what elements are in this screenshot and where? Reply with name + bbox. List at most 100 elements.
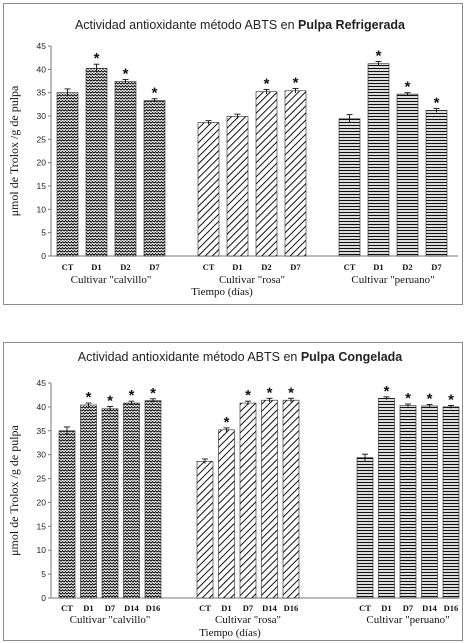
significance-star: * (405, 79, 411, 96)
significance-star: * (129, 387, 135, 404)
significance-star: * (448, 391, 454, 408)
bar-3-ct (356, 457, 374, 599)
x-tick-label: CT (61, 603, 73, 613)
bar-1-d1 (85, 68, 108, 257)
bar-2-d2 (255, 91, 278, 257)
y-tick-label: 30 (37, 111, 47, 121)
significance-star: * (123, 66, 129, 83)
chart-title: Actividad antioxidante método ABTS en Pu… (78, 350, 404, 364)
x-tick-label: D1 (381, 603, 391, 613)
bar-3-d1 (378, 397, 395, 599)
bar-2-d16 (282, 399, 300, 599)
significance-star: * (86, 389, 92, 406)
bar-2-ct (196, 461, 214, 599)
bar-2-d1 (226, 116, 249, 257)
significance-star: * (427, 391, 433, 408)
significance-star: * (376, 47, 382, 64)
significance-star: * (224, 414, 230, 431)
y-tick-label: 25 (37, 474, 47, 484)
chart-refrigerada: Actividad antioxidante método ABTS en Pu… (7, 18, 458, 298)
y-tick-label: 30 (37, 450, 47, 460)
y-tick-label: 0 (41, 593, 46, 603)
y-tick-label: 10 (37, 204, 47, 214)
bar-3-d14 (421, 405, 438, 599)
y-tick-label: 10 (37, 545, 47, 555)
x-tick-label: D7 (243, 603, 254, 613)
bar-1-ct (58, 430, 76, 599)
bar-3-d7 (399, 405, 417, 599)
y-tick-label: 5 (41, 228, 46, 238)
x-tick-label: D2 (120, 262, 130, 272)
significance-star: * (264, 75, 270, 92)
group-label: Cultivar "rosa" (215, 614, 281, 626)
bar-2-d7 (239, 402, 257, 599)
x-tick-label: D1 (221, 603, 231, 613)
group-label: Cultivar "peruano" (366, 614, 449, 626)
significance-star: * (150, 385, 156, 402)
significance-star: * (152, 85, 158, 102)
x-tick-label: D7 (431, 262, 442, 272)
y-tick-label: 35 (37, 88, 47, 98)
bar-3-d1 (367, 63, 390, 257)
bar-1-d16 (144, 400, 162, 599)
significance-star: * (245, 387, 251, 404)
y-tick-label: 5 (41, 569, 46, 579)
x-tick-label: CT (203, 262, 215, 272)
bar-3-ct (338, 118, 361, 257)
chart-panel-refrigerada: Actividad antioxidante método ABTS en Pu… (3, 3, 463, 305)
chart-title: Actividad antioxidante método ABTS en Pu… (75, 18, 406, 32)
chart-panel-congelada: Actividad antioxidante método ABTS en Pu… (3, 342, 463, 641)
y-tick-label: 45 (37, 378, 47, 388)
x-axis-label: Tiempo (días) (191, 286, 253, 298)
bar-2-d1 (218, 429, 235, 599)
y-tick-label: 0 (41, 251, 46, 261)
x-tick-label: D1 (91, 262, 101, 272)
significance-star: * (288, 384, 294, 401)
group-label: Cultivar "calvillo" (70, 614, 151, 626)
x-tick-label: D2 (261, 262, 271, 272)
x-axis-label: Tiempo (días) (199, 627, 261, 639)
x-tick-label: D1 (232, 262, 242, 272)
significance-star: * (405, 390, 411, 407)
y-tick-label: 20 (37, 497, 47, 507)
y-tick-label: 15 (37, 181, 47, 191)
bar-2-d14 (261, 399, 278, 599)
x-tick-label: D16 (146, 603, 161, 613)
bar-3-d2 (396, 93, 419, 257)
x-tick-label: D7 (290, 262, 301, 272)
y-axis-label: μmol de Trolox /g de pulpa (7, 85, 21, 216)
bar-3-d16 (442, 406, 460, 599)
significance-star: * (267, 384, 273, 401)
x-tick-label: D7 (149, 262, 160, 272)
significance-star: * (434, 95, 440, 112)
x-tick-label: D1 (373, 262, 383, 272)
x-tick-label: CT (359, 603, 371, 613)
x-tick-label: D7 (105, 603, 116, 613)
x-tick-label: CT (344, 262, 356, 272)
bar-1-d14 (123, 402, 140, 599)
bar-1-d7 (101, 408, 119, 599)
y-tick-label: 40 (37, 64, 47, 74)
group-label: Cultivar "peruano" (351, 274, 434, 286)
bar-1-d7 (143, 100, 166, 257)
significance-star: * (384, 383, 390, 400)
x-tick-label: D1 (83, 603, 93, 613)
bar-1-d2 (114, 81, 137, 257)
chart-congelada: Actividad antioxidante método ABTS en Pu… (7, 350, 460, 639)
bar-1-d1 (80, 404, 97, 599)
y-tick-label: 45 (37, 41, 47, 51)
bar-2-ct (197, 122, 220, 257)
x-tick-label: D14 (422, 603, 437, 613)
significance-star: * (293, 74, 299, 91)
x-tick-label: D14 (124, 603, 139, 613)
bar-1-ct (56, 92, 79, 257)
x-tick-label: CT (199, 603, 211, 613)
x-tick-label: D7 (403, 603, 414, 613)
group-label: Cultivar "rosa" (219, 274, 285, 286)
x-tick-label: CT (62, 262, 74, 272)
y-tick-label: 15 (37, 521, 47, 531)
significance-star: * (94, 50, 100, 67)
x-tick-label: D16 (444, 603, 459, 613)
bar-3-d7 (425, 110, 448, 257)
y-tick-label: 20 (37, 158, 47, 168)
